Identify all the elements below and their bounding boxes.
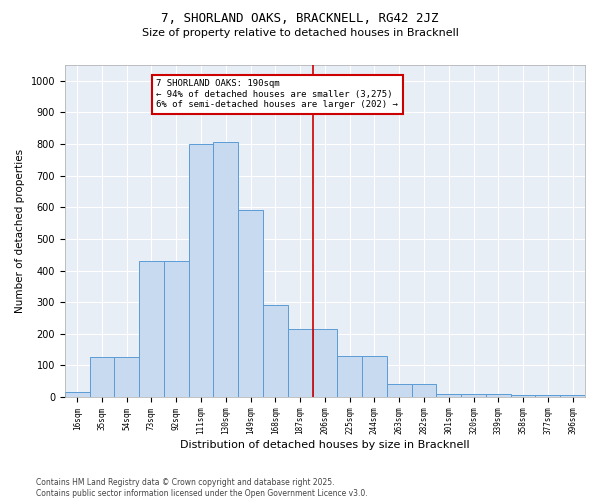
Text: 7 SHORLAND OAKS: 190sqm
← 94% of detached houses are smaller (3,275)
6% of semi-: 7 SHORLAND OAKS: 190sqm ← 94% of detache… [157, 79, 398, 109]
Bar [337, 356, 362, 397]
Bar [560, 396, 585, 397]
Bar [238, 210, 263, 397]
Text: 7, SHORLAND OAKS, BRACKNELL, RG42 2JZ: 7, SHORLAND OAKS, BRACKNELL, RG42 2JZ [161, 12, 439, 26]
Bar [535, 396, 560, 397]
Bar [412, 384, 436, 397]
Bar [164, 261, 188, 397]
Bar [263, 306, 288, 397]
Bar [214, 142, 238, 397]
Bar [436, 394, 461, 397]
Bar [486, 394, 511, 397]
Bar [313, 329, 337, 397]
Bar [288, 329, 313, 397]
Bar [387, 384, 412, 397]
Bar [461, 394, 486, 397]
Text: Size of property relative to detached houses in Bracknell: Size of property relative to detached ho… [142, 28, 458, 38]
Bar [139, 261, 164, 397]
Bar [188, 144, 214, 397]
Bar [511, 396, 535, 397]
Bar [362, 356, 387, 397]
Bar [115, 358, 139, 397]
Text: Contains HM Land Registry data © Crown copyright and database right 2025.
Contai: Contains HM Land Registry data © Crown c… [36, 478, 368, 498]
X-axis label: Distribution of detached houses by size in Bracknell: Distribution of detached houses by size … [180, 440, 470, 450]
Y-axis label: Number of detached properties: Number of detached properties [15, 149, 25, 313]
Bar [89, 358, 115, 397]
Bar [65, 392, 89, 397]
